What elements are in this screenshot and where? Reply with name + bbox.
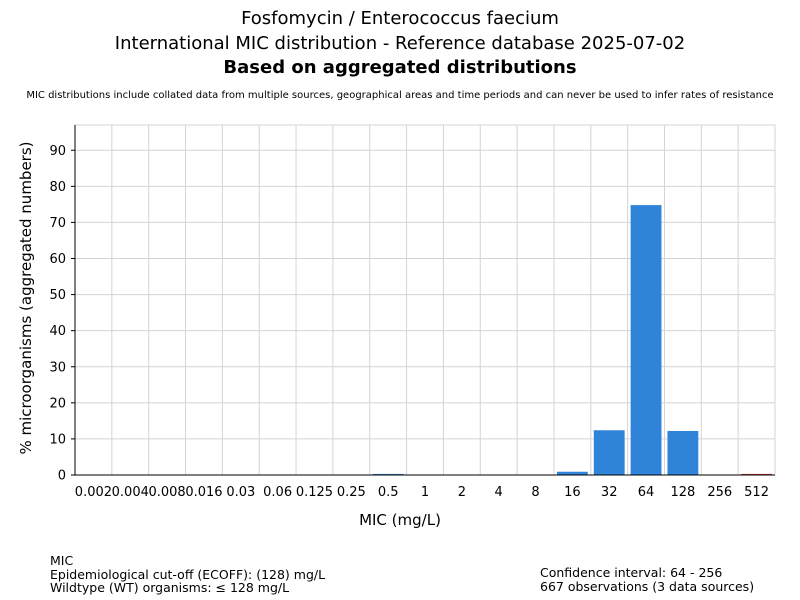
y-tick-label: 50 [49, 288, 66, 303]
y-tick-label: 20 [49, 396, 66, 411]
x-axis-label: MIC (mg/L) [359, 511, 441, 529]
grid-lines [74, 124, 776, 476]
x-tick-label: 128 [670, 485, 695, 500]
x-tick-label: 2 [458, 485, 466, 500]
plot-area [74, 124, 776, 476]
x-tick-label: 0.25 [337, 485, 366, 500]
y-tick-label: 80 [49, 180, 66, 195]
x-tick-label: 1 [421, 485, 429, 500]
x-tick-label: 0.5 [378, 485, 399, 500]
chart-subtitle: International MIC distribution - Referen… [114, 33, 686, 54]
chart-note: MIC distributions include collated data … [26, 90, 774, 101]
footer-mic-label: MIC [50, 553, 74, 568]
x-tick-label: 0.06 [263, 485, 292, 500]
chart-heading: Based on aggregated distributions [223, 57, 577, 78]
footer-confidence-interval: Confidence interval: 64 - 256 [540, 565, 723, 580]
footer-wildtype: Wildtype (WT) organisms: ≤ 128 mg/L [50, 580, 290, 595]
x-tick-label: 0.016 [185, 485, 222, 500]
bar-512 [741, 473, 772, 475]
y-tick-label: 30 [49, 360, 66, 375]
x-tick-label: 64 [638, 485, 655, 500]
x-tick-label: 8 [531, 485, 539, 500]
x-tick-label: 256 [707, 485, 732, 500]
y-tick-label: 90 [49, 144, 66, 159]
x-tick-label: 0.03 [226, 485, 255, 500]
footer-observations: 667 observations (3 data sources) [540, 578, 755, 594]
y-tick-label: 10 [49, 432, 66, 447]
y-axis-label: % microorganisms (aggregated numbers) [17, 141, 35, 454]
footer-left: MIC Epidemiological cut-off (ECOFF): (12… [50, 554, 325, 595]
footer-ecoff: Epidemiological cut-off (ECOFF): (128) m… [50, 566, 326, 582]
y-tick-label: 0 [58, 469, 66, 484]
bar-32 [593, 430, 625, 475]
x-tick-label: 16 [564, 485, 581, 500]
x-tick-label: 4 [495, 485, 503, 500]
bar-16 [556, 471, 588, 475]
axes: 0 10 20 30 40 50 60 70 80 90 0.002 0.004 0.008 0.016 0… [49, 125, 775, 500]
x-tick-label: 512 [744, 485, 769, 500]
bars [372, 205, 772, 475]
y-tick-label: 40 [49, 324, 66, 339]
bar-128 [667, 430, 699, 475]
x-tick-label: 32 [601, 485, 618, 500]
bar-0.5 [372, 473, 404, 475]
x-tick-label: 0.125 [296, 485, 333, 500]
y-tick-label: 70 [49, 216, 66, 231]
footer-right: Confidence interval: 64 - 256 667 observ… [540, 566, 754, 593]
chart-title: Fosfomycin / Enterococcus faecium [241, 8, 559, 29]
y-tick-label: 60 [49, 252, 66, 267]
x-tick-label: 0.002 [75, 485, 112, 500]
bar-64 [630, 205, 662, 475]
x-tick-label: 0.008 [148, 485, 185, 500]
x-tick-label: 0.004 [112, 485, 149, 500]
